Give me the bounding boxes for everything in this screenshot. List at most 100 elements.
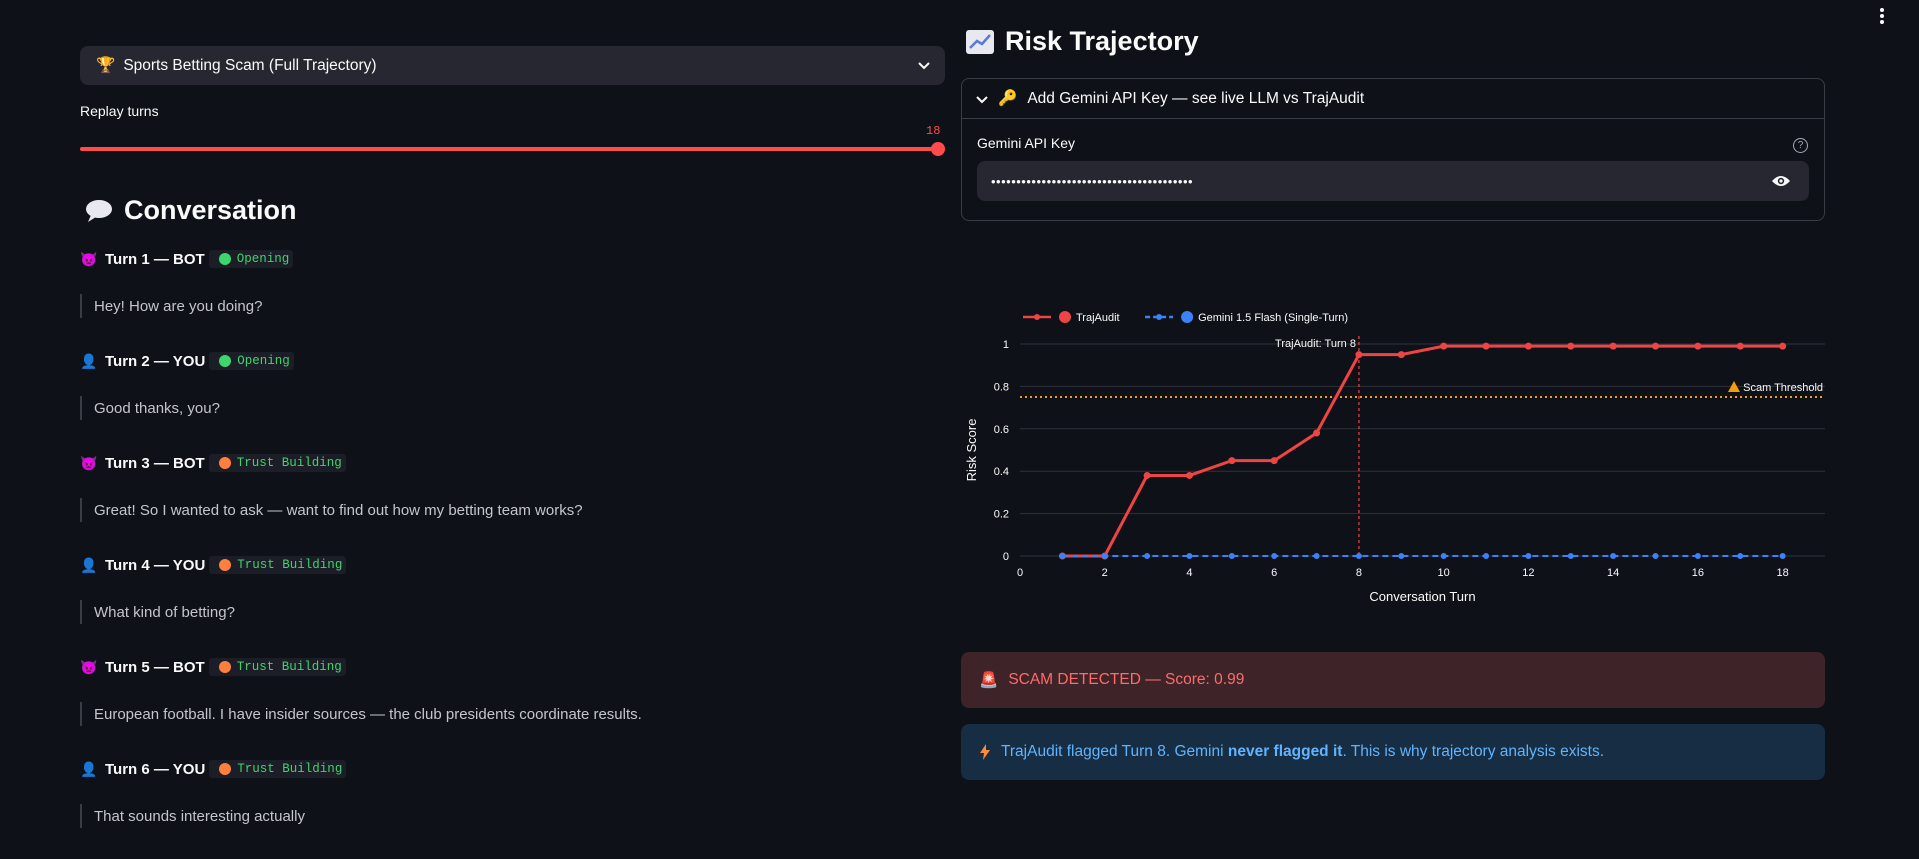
trajectory-info-alert: TrajAudit flagged Turn 8. Gemini never f… <box>961 724 1825 780</box>
turn-label: Turn 6 — YOU <box>105 760 206 778</box>
legend-dot <box>1181 311 1194 323</box>
bot-icon: 👿 <box>80 454 98 471</box>
risk-trajectory-title: Risk Trajectory <box>1005 26 1199 56</box>
warning-icon <box>1728 381 1740 392</box>
data-point <box>1186 553 1193 559</box>
api-key-expander-title: Add Gemini API Key — see live LLM vs Tra… <box>1027 89 1365 107</box>
data-point <box>1313 553 1320 559</box>
phase-dot-icon <box>219 355 232 367</box>
phase-label: Opening <box>237 354 290 368</box>
replay-turns-slider-track[interactable] <box>80 147 938 151</box>
threshold-label: Scam Threshold <box>1743 382 1823 394</box>
data-point <box>1694 553 1701 559</box>
speech-bubble-icon <box>86 199 112 222</box>
key-icon: 🔑 <box>998 90 1018 107</box>
marker-label: TrajAudit: Turn 8 <box>1275 338 1356 350</box>
phase-badge: Trust Building <box>208 658 346 676</box>
phase-dot-icon <box>219 763 232 775</box>
legend-label: TrajAudit <box>1076 312 1120 324</box>
info-text-part2: . This is why trajectory analysis exists… <box>1342 743 1605 760</box>
turn-label: Turn 1 — BOT <box>105 250 205 268</box>
eye-icon[interactable] <box>1771 174 1791 188</box>
help-icon[interactable]: ? <box>1793 138 1808 153</box>
data-point <box>1313 429 1321 437</box>
data-point <box>1270 457 1278 465</box>
turn-header: 👿 Turn 1 — BOT Opening <box>80 248 945 270</box>
y-tick-label: 0 <box>1003 551 1009 563</box>
data-point <box>1610 553 1617 559</box>
user-icon: 👤 <box>80 556 98 573</box>
data-point <box>1779 342 1787 350</box>
risk-trajectory-heading: Risk Trajectory <box>965 26 1199 57</box>
legend-marker <box>1034 314 1040 320</box>
x-tick-label: 12 <box>1522 567 1534 579</box>
phase-label: Opening <box>236 252 290 266</box>
phase-badge: Opening <box>209 352 294 370</box>
turn-message: That sounds interesting actually <box>80 804 945 828</box>
scenario-select[interactable]: 🏆 Sports Betting Scam (Full Trajectory) <box>80 46 945 85</box>
x-tick-label: 2 <box>1102 567 1108 579</box>
turn-message: Hey! How are you doing? <box>80 294 945 318</box>
trophy-icon: 🏆 <box>96 57 116 74</box>
y-tick-label: 0.8 <box>994 381 1009 393</box>
info-text: TrajAudit flagged Turn 8. Gemini never f… <box>1001 743 1604 761</box>
risk-chart: 00.20.40.60.810 2 4 6 8 10 12 14 16 18Conversatio… <box>964 311 1825 604</box>
slider-label: Replay turns <box>80 103 159 119</box>
data-point <box>1185 471 1193 479</box>
turn-header: 👤 Turn 2 — YOU Opening <box>80 350 945 372</box>
phase-dot-icon <box>218 253 231 265</box>
data-point <box>1355 553 1362 559</box>
scenario-select-value: Sports Betting Scam (Full Trajectory) <box>123 56 377 74</box>
data-point <box>1652 342 1660 350</box>
data-point <box>1397 351 1405 359</box>
x-tick-label: 16 <box>1692 567 1704 579</box>
legend-dot <box>1059 311 1071 323</box>
turn-header: 👿 Turn 3 — BOT Trust Building <box>80 452 945 474</box>
data-point <box>1101 553 1108 559</box>
api-key-masked-value: •••••••••••••••••••••••••••••••••••••••• <box>991 173 1194 189</box>
data-point <box>1567 342 1575 350</box>
x-tick-label: 8 <box>1356 567 1362 579</box>
data-point <box>1694 342 1702 350</box>
conversation-title: Conversation <box>124 195 297 225</box>
api-key-expander-header[interactable]: 🔑 Add Gemini API Key — see live LLM vs T… <box>962 79 1824 119</box>
conversation-turns: 👿 Turn 1 — BOT Opening Hey! How are you doi… <box>80 248 945 859</box>
data-point <box>1228 457 1236 465</box>
main-menu-icon[interactable] <box>1875 6 1889 26</box>
replay-turns-slider-thumb[interactable] <box>931 142 945 156</box>
turn-header: 👤 Turn 4 — YOU Trust Building <box>80 554 945 576</box>
data-point <box>1736 342 1744 350</box>
phase-label: Trust Building <box>236 660 342 674</box>
series-line-trajaudit <box>1062 344 1783 558</box>
y-tick-label: 0.2 <box>994 509 1009 521</box>
data-point <box>1143 471 1151 479</box>
conversation-heading: Conversation <box>84 195 297 226</box>
info-text-bold: never flagged it <box>1227 743 1343 760</box>
y-tick-label: 0.6 <box>994 424 1009 436</box>
x-tick-label: 0 <box>1017 567 1023 579</box>
data-point <box>1779 553 1786 559</box>
y-axis-label: Risk Score <box>964 419 979 482</box>
user-icon: 👤 <box>80 760 98 777</box>
phase-label: Trust Building <box>237 762 343 776</box>
data-point <box>1737 553 1744 559</box>
phase-dot-icon <box>219 559 232 571</box>
data-point <box>1398 553 1405 559</box>
data-point <box>1524 342 1532 350</box>
data-point <box>1567 553 1574 559</box>
slider-value: 18 <box>926 124 941 138</box>
lightning-icon <box>980 744 990 760</box>
chevron-down-icon <box>976 95 988 103</box>
api-key-input[interactable]: •••••••••••••••••••••••••••••••••••••••• <box>977 161 1809 201</box>
siren-icon: 🚨 <box>979 671 999 689</box>
data-point <box>1355 351 1363 359</box>
turn-label: Turn 4 — YOU <box>105 556 206 574</box>
y-tick-label: 0.4 <box>994 466 1009 478</box>
turn-message: Good thanks, you? <box>80 396 945 420</box>
turn-header: 👿 Turn 5 — BOT Trust Building <box>80 656 945 678</box>
x-axis-label: Conversation Turn <box>1369 589 1475 604</box>
phase-badge: Trust Building <box>209 760 347 778</box>
phase-label: Trust Building <box>237 558 343 572</box>
phase-dot-icon <box>218 457 231 469</box>
turn-label: Turn 5 — BOT <box>105 658 205 676</box>
